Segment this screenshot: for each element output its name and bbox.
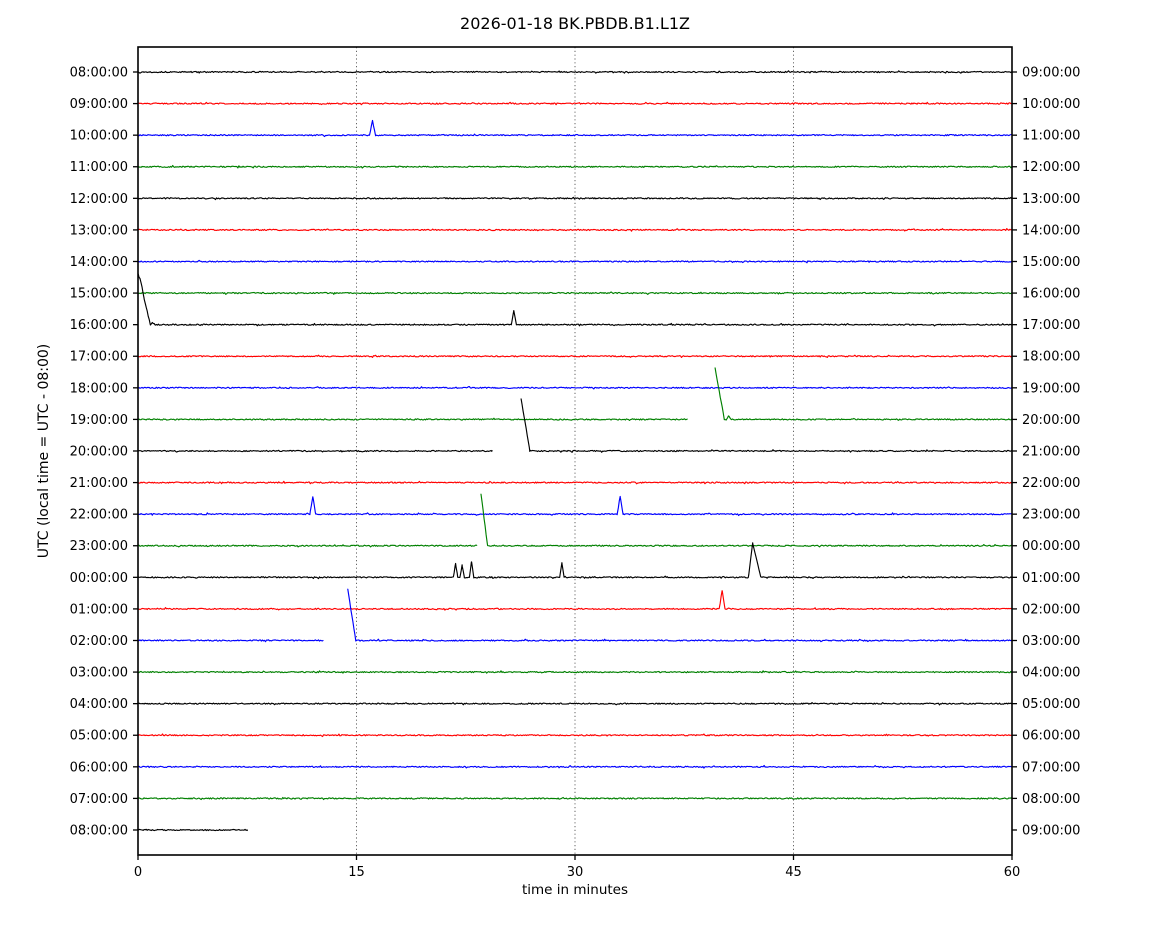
y-tick-label-left: 20:00:00 [70,444,128,459]
trace-row-22-utc-05:00:00 [137,733,1013,738]
trace-row-5-utc-12:00:00 [137,196,1013,201]
y-tick-label-left: 19:00:00 [70,413,128,428]
y-tick-label-right: 09:00:00 [1022,823,1080,838]
y-tick-label-right: 00:00:00 [1022,539,1080,554]
y-tick-label-right: 13:00:00 [1022,192,1080,207]
y-tick-label-right: 10:00:00 [1022,97,1080,112]
y-tick-label-right: 07:00:00 [1022,760,1080,775]
trace-row-21-utc-04:00:00 [137,702,1013,706]
y-tick-label-left: 14:00:00 [70,255,128,270]
x-tick-label: 0 [134,865,142,880]
y-tick-label-right: 20:00:00 [1022,413,1080,428]
y-tick-label-right: 14:00:00 [1022,223,1080,238]
trace-row-7-utc-14:00:00 [137,259,1013,264]
y-tick-label-left: 08:00:00 [70,66,128,81]
trace-row-6-utc-13:00:00 [137,228,1013,232]
trace-row-14-utc-21:00:00 [137,480,1013,485]
y-tick-label-left: 03:00:00 [70,666,128,681]
plot-title: 2026-01-18 BK.PBDB.B1.L1Z [460,14,690,33]
y-tick-label-right: 05:00:00 [1022,697,1080,712]
y-tick-label-right: 18:00:00 [1022,350,1080,365]
y-tick-label-right: 17:00:00 [1022,318,1080,333]
y-tick-label-left: 00:00:00 [70,571,128,586]
trace-row-25-utc-08:00:00 [137,828,248,832]
y-tick-label-right: 23:00:00 [1022,508,1080,523]
y-tick-label-right: 15:00:00 [1022,255,1080,270]
y-tick-label-left: 05:00:00 [70,729,128,744]
y-tick-label-left: 18:00:00 [70,381,128,396]
trace-row-19-utc-02:00:00 [137,588,1013,643]
trace-row-16-utc-23:00:00 [137,493,1013,548]
y-tick-label-right: 01:00:00 [1022,571,1080,586]
y-tick-label-left: 22:00:00 [70,508,128,523]
trace-row-9-utc-16:00:00 [137,273,1013,327]
y-tick-label-left: 13:00:00 [70,223,128,238]
y-tick-label-right: 11:00:00 [1022,129,1080,144]
y-tick-label-right: 06:00:00 [1022,729,1080,744]
trace-row-24-utc-07:00:00 [137,796,1013,801]
x-tick-label: 30 [567,865,584,880]
y-tick-label-left: 21:00:00 [70,476,128,491]
y-tick-label-left: 16:00:00 [70,318,128,333]
trace-row-13-utc-20:00:00 [137,398,1013,453]
trace-row-3-utc-10:00:00 [137,119,1013,138]
y-tick-label-right: 08:00:00 [1022,792,1080,807]
y-tick-label-left: 06:00:00 [70,760,128,775]
y-tick-label-left: 23:00:00 [70,539,128,554]
trace-row-10-utc-17:00:00 [137,354,1013,358]
trace-row-20-utc-03:00:00 [137,670,1013,674]
x-tick-label: 60 [1004,865,1021,880]
trace-row-4-utc-11:00:00 [137,164,1013,169]
y-tick-label-left: 08:00:00 [70,823,128,838]
trace-row-8-utc-15:00:00 [137,291,1013,295]
trace-row-1-utc-08:00:00 [137,70,1013,74]
y-tick-label-right: 22:00:00 [1022,476,1080,491]
y-tick-label-right: 09:00:00 [1022,66,1080,81]
y-tick-label-left: 17:00:00 [70,350,128,365]
y-tick-label-right: 04:00:00 [1022,666,1080,681]
y-tick-label-right: 21:00:00 [1022,444,1080,459]
y-tick-label-left: 12:00:00 [70,192,128,207]
y-tick-label-right: 03:00:00 [1022,634,1080,649]
trace-row-15-utc-22:00:00 [137,495,1013,517]
y-tick-label-right: 16:00:00 [1022,287,1080,302]
trace-row-2-utc-09:00:00 [137,101,1013,106]
trace-row-12-utc-19:00:00 [137,367,1013,421]
y-tick-label-right: 02:00:00 [1022,602,1080,617]
y-tick-label-left: 02:00:00 [70,634,128,649]
trace-row-18-utc-01:00:00 [137,590,1013,611]
y-tick-label-right: 19:00:00 [1022,381,1080,396]
y-tick-label-left: 01:00:00 [70,602,128,617]
y-tick-label-left: 11:00:00 [70,160,128,175]
y-tick-label-left: 04:00:00 [70,697,128,712]
y-tick-label-left: 07:00:00 [70,792,128,807]
y-tick-label-right: 12:00:00 [1022,160,1080,175]
y-tick-label-left: 10:00:00 [70,129,128,144]
trace-row-23-utc-06:00:00 [137,764,1013,769]
x-axis-label: time in minutes [521,882,629,898]
y-tick-label-left: 15:00:00 [70,287,128,302]
trace-row-11-utc-18:00:00 [137,386,1013,390]
trace-row-17-utc-00:00:00 [137,542,1013,580]
x-tick-label: 15 [348,865,365,880]
x-tick-label: 45 [785,865,802,880]
y-tick-label-left: 09:00:00 [70,97,128,112]
